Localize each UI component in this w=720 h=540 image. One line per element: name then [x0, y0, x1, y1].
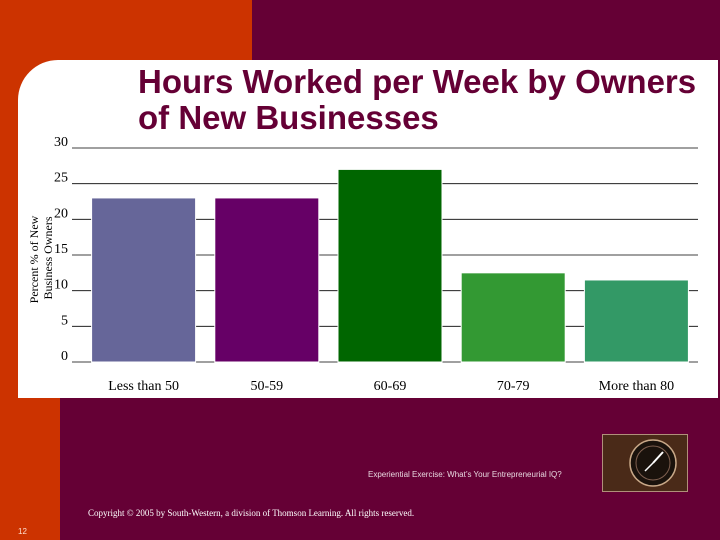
y-tick-label: 30 [54, 135, 68, 150]
clock-face [629, 439, 677, 487]
y-tick-label: 0 [61, 349, 68, 364]
y-tick-label: 15 [54, 242, 68, 257]
y-tick-label: 5 [61, 313, 68, 328]
bar [583, 279, 689, 363]
chart-title: Hours Worked per Week by Owners of New B… [138, 63, 697, 136]
page-number: 12 [18, 527, 27, 536]
x-category-label: 60-69 [374, 379, 407, 394]
bar [460, 272, 566, 363]
x-category-labels: Less than 50 50-59 60-69 70-79 More than 80 [108, 379, 674, 394]
x-category-label: More than 80 [599, 379, 674, 394]
y-tick-label: 20 [54, 206, 68, 221]
y-tick-label: 10 [54, 278, 68, 293]
accent-block-top [0, 0, 252, 60]
bar [337, 168, 443, 363]
y-axis-label-line1: Percent % of New [27, 215, 41, 303]
x-category-label: Less than 50 [108, 379, 179, 394]
y-axis-label-line2: Business Owners [41, 216, 55, 299]
y-axis-label: Percent % of New Business Owners [27, 213, 55, 304]
bar [214, 197, 320, 363]
bar [91, 197, 197, 363]
clock-icon [602, 434, 688, 492]
y-tick-label: 25 [54, 171, 68, 186]
copyright-text: Copyright © 2005 by South-Western, a div… [88, 508, 415, 518]
x-category-label: 70-79 [497, 379, 530, 394]
bars [91, 168, 689, 363]
exercise-caption: Experiential Exercise: What’s Your Entre… [368, 470, 562, 479]
y-tick-labels: 0 5 10 15 20 25 30 [54, 135, 68, 364]
x-category-label: 50-59 [250, 379, 283, 394]
